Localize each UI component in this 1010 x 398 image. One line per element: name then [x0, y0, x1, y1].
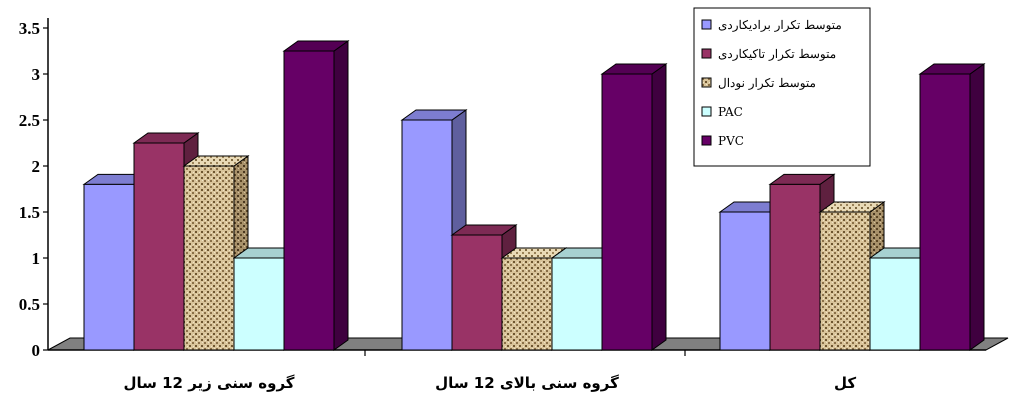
bar-front [501, 257, 553, 351]
bar-front [283, 50, 335, 351]
legend-swatch [701, 135, 712, 146]
bar [918, 63, 986, 351]
x-category-label: گروه سنی زیر 12 سال [123, 374, 294, 392]
y-tick-label: 2.5 [19, 111, 40, 130]
x-category-label: کل [834, 374, 856, 392]
y-tick-label: 2 [32, 157, 41, 176]
bar-front [83, 183, 135, 351]
legend-swatch [701, 77, 712, 88]
bar-side [651, 63, 667, 351]
bar [282, 40, 350, 351]
bar [182, 155, 250, 351]
bar-front [601, 73, 653, 351]
bar-front [869, 257, 921, 351]
bar-side [333, 40, 349, 351]
legend-box [693, 7, 871, 167]
legend-label: متوسط تکرار تاکیکاردی [718, 47, 836, 61]
legend-item: متوسط تکرار نودال [701, 76, 816, 90]
x-category-label: گروه سنی بالای 12 سال [435, 374, 619, 392]
y-tick-label: 0 [32, 341, 41, 360]
bar-front [451, 234, 503, 351]
legend-label: PVC [718, 134, 744, 148]
legend-label: PAC [718, 105, 743, 119]
y-tick-label: 3 [32, 65, 41, 84]
legend-label: متوسط تکرار نودال [718, 76, 816, 90]
y-tick-label: 3.5 [19, 19, 40, 38]
y-tick-label: 0.5 [19, 295, 40, 314]
legend-item: PVC [701, 134, 744, 148]
legend-swatch [701, 48, 712, 59]
legend: متوسط تکرار برادیکاردی متوسط تکرار تاکیکا… [693, 7, 871, 167]
bar-front [919, 73, 971, 351]
bar-front [719, 211, 771, 351]
bar-front [551, 257, 603, 351]
bar [600, 63, 668, 351]
bar-front [233, 257, 285, 351]
legend-item: متوسط تکرار تاکیکاردی [701, 47, 836, 61]
y-tick-label: 1.5 [19, 203, 40, 222]
bar-front [769, 183, 821, 351]
legend-item: PAC [701, 105, 743, 119]
bar-front [183, 165, 235, 351]
bar-front [401, 119, 453, 351]
legend-item: متوسط تکرار برادیکاردی [701, 18, 842, 32]
legend-label: متوسط تکرار برادیکاردی [718, 18, 842, 32]
bar-side [969, 63, 985, 351]
bar-front [819, 211, 871, 351]
legend-swatch [701, 106, 712, 117]
y-tick-label: 1 [32, 249, 41, 268]
legend-swatch [701, 19, 712, 30]
bar-front [133, 142, 185, 351]
